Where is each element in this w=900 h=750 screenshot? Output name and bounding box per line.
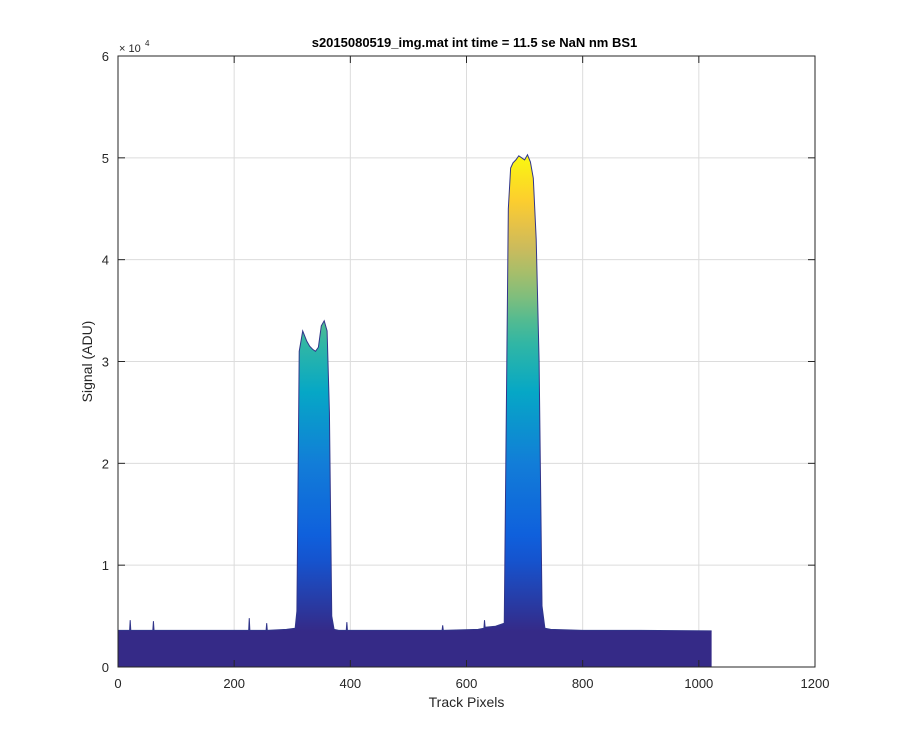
y-axis-label: Signal (ADU): [79, 321, 95, 403]
chart-title: s2015080519_img.mat int time = 11.5 se N…: [312, 35, 638, 50]
y-exponent-label: × 10: [119, 43, 141, 55]
y-tick-label: 3: [102, 355, 109, 370]
y-exponent-power: 4: [145, 39, 150, 48]
y-tick-label: 5: [102, 151, 109, 166]
y-tick-label: 6: [102, 49, 109, 64]
y-tick-label: 0: [102, 660, 109, 675]
y-tick-label: 2: [102, 456, 109, 471]
signal-spikes: [118, 153, 712, 632]
y-tick-label: 4: [102, 253, 109, 268]
x-tick-label: 1200: [801, 676, 830, 691]
grid: [118, 56, 815, 667]
x-tick-label: 0: [114, 676, 121, 691]
x-axis-label: Track Pixels: [429, 694, 505, 710]
y-axis-ticks: 0 1 2 3 4 5 6: [102, 49, 815, 675]
x-tick-label: 800: [572, 676, 594, 691]
x-tick-label: 1000: [684, 676, 713, 691]
x-tick-label: 600: [456, 676, 478, 691]
x-tick-label: 200: [223, 676, 245, 691]
y-tick-label: 1: [102, 558, 109, 573]
x-axis-ticks: 0 200 400 600 800 1000 1200: [114, 56, 829, 691]
x-tick-label: 400: [339, 676, 361, 691]
